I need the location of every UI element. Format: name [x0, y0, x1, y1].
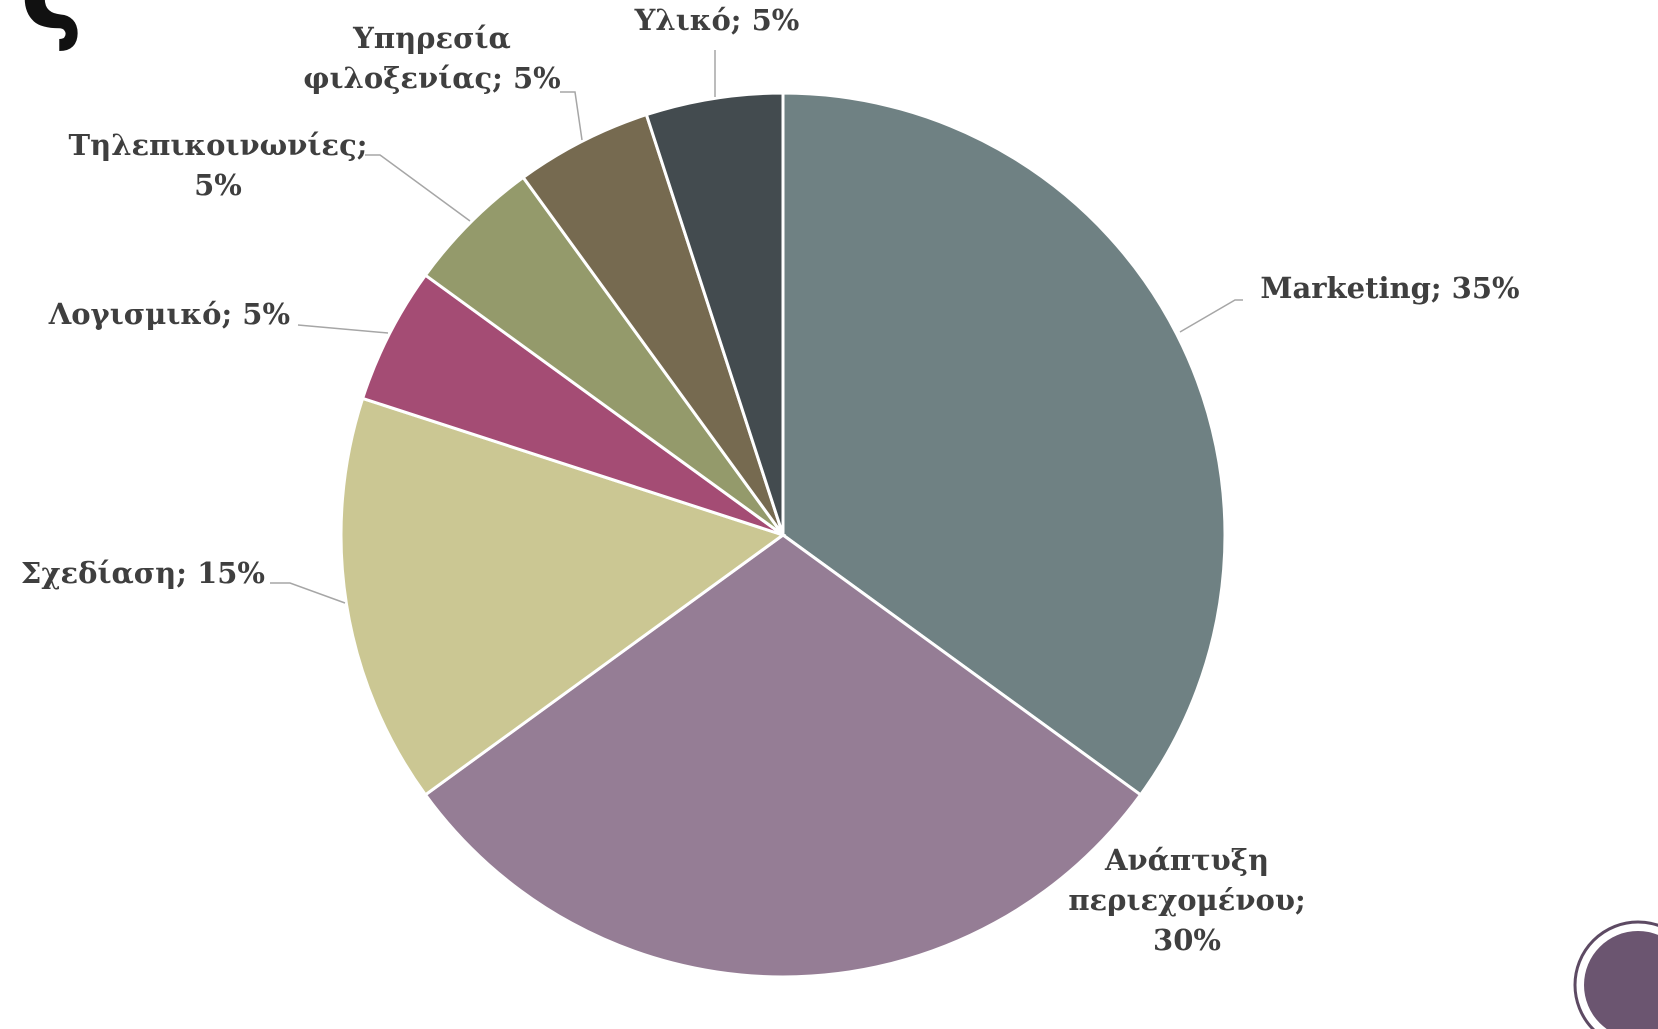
leader-line: [270, 582, 346, 604]
pie-slice: [423, 533, 1143, 979]
leader-line: [560, 91, 583, 141]
pie-slice: [781, 91, 1227, 797]
data-label: Υλικό; 5%: [634, 3, 800, 37]
data-label: Σχεδίαση; 15%: [21, 556, 265, 590]
pie-slice: [339, 396, 787, 797]
data-label: Τηλεπικοινωνίες; 5%: [69, 128, 368, 202]
leader-line: [1179, 299, 1243, 333]
data-label: Λογισμικό; 5%: [48, 297, 290, 331]
logo: [1573, 920, 1658, 1029]
title-fragment: ς: [20, 0, 85, 54]
data-label: Ανάπτυξη περιεχομένου; 30%: [1068, 843, 1305, 957]
leader-line: [297, 324, 389, 334]
pie-slice: [644, 91, 785, 536]
data-label: Υπηρεσία φιλοξενίας; 5%: [303, 21, 560, 95]
data-label: Marketing; 35%: [1260, 271, 1519, 305]
leader-line: [365, 154, 471, 222]
